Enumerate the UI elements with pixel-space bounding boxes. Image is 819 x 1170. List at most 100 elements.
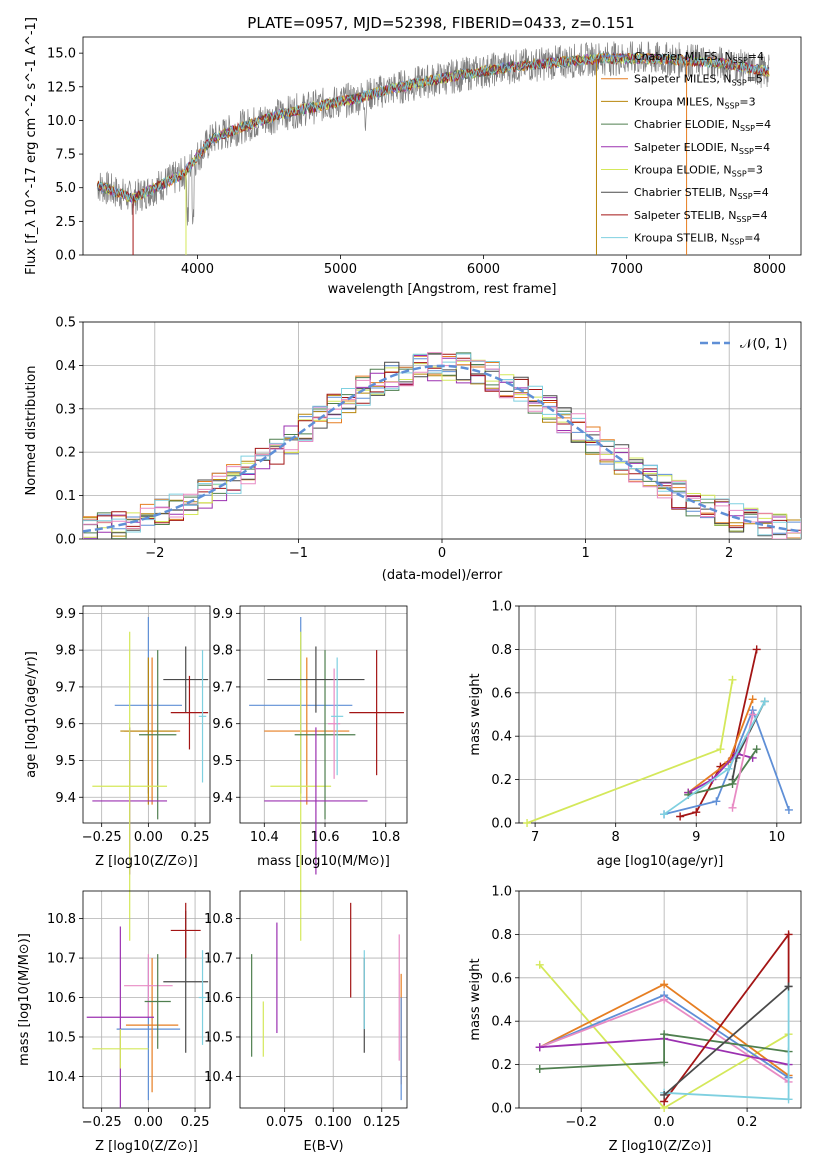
x-tick-label: 0.100 (315, 1115, 352, 1130)
series-marker-salpeter_elodie (535, 1043, 544, 1052)
y-axis-label: age [log10(age/yr)] (24, 651, 39, 778)
x-tick-label: −0.25 (82, 830, 122, 845)
series-marker-chabrier_stelib (784, 982, 793, 991)
y-tick-label: 9.6 (212, 717, 233, 732)
x-tick-label: 10.6 (311, 830, 340, 845)
mass_vs_Z-axes (79, 890, 211, 1112)
histogram-kroupa_stelib (83, 353, 801, 539)
y-tick-label: 0.4 (491, 730, 512, 745)
x-tick-label: 0.125 (363, 1115, 400, 1130)
y-tick-label: 2.5 (55, 215, 76, 230)
series-marker-chabrier_elodie (752, 745, 761, 754)
series-marker-salpeter_miles (660, 980, 669, 989)
y-tick-label: 0.2 (55, 446, 76, 461)
x-tick-label: −1 (289, 546, 308, 561)
legend-label-salpeter_stelib: Salpeter STELIB, NSSP=4 (634, 209, 768, 224)
series-marker-chabrier_miles (784, 805, 793, 814)
y-tick-label: 9.7 (212, 680, 233, 695)
y-tick-label: 9.5 (55, 754, 76, 769)
x-tick-label: −0.25 (82, 1115, 122, 1130)
x-tick-label: 6000 (467, 262, 500, 277)
y-tick-label: 9.9 (212, 607, 233, 622)
x-tick-label: 10.8 (371, 830, 400, 845)
y-tick-label: 10.6 (47, 991, 76, 1006)
x-tick-label: 10.4 (250, 830, 279, 845)
legend-label-chabrier_elodie: Chabrier ELODIE, NSSP=4 (634, 118, 771, 133)
y-tick-label: 0.6 (491, 686, 512, 701)
y-tick-label: 7.5 (55, 148, 76, 163)
y-tick-label: 10.5 (47, 1030, 76, 1045)
y-tick-label: 0.0 (491, 817, 512, 832)
x-tick-label: 0.2 (737, 1115, 758, 1130)
x-axis-label: Z [log10(Z/Z⊙)] (95, 1139, 198, 1154)
spectrum-axes (79, 36, 802, 259)
series-marker-kroupa_elodie (716, 745, 725, 754)
legend-label-salpeter_miles: Salpeter MILES, NSSP=5 (634, 73, 763, 88)
x-tick-label: 0 (438, 546, 446, 561)
series-marker-kroupa_elodie (523, 819, 532, 827)
y-tick-label: 0.0 (55, 249, 76, 264)
y-axis-label: mass weight (468, 673, 483, 755)
x-tick-label: 0.075 (266, 1115, 303, 1130)
y-tick-label: 0.5 (55, 316, 76, 331)
legend-label-chabrier_miles: Chabrier MILES, NSSP=4 (634, 50, 764, 65)
x-tick-label: 0.25 (181, 830, 210, 845)
axes-frame (518, 890, 802, 1109)
mass_vs_ebv-axes (236, 890, 408, 1112)
series-marker-salpeter_stelib (676, 812, 685, 821)
histograms (83, 352, 801, 539)
y-tick-label: 10.5 (204, 1030, 233, 1045)
y-axis-label: mass [log10(M/M⊙)] (17, 933, 32, 1066)
y-tick-label: 10.6 (204, 991, 233, 1006)
y-tick-label: 0.2 (491, 773, 512, 788)
y-tick-label: 9.6 (55, 717, 76, 732)
x-axis-label: (data-model)/error (382, 568, 503, 583)
normal-curve (83, 364, 801, 533)
y-tick-label: 15.0 (47, 47, 76, 62)
y-tick-label: 9.4 (212, 791, 233, 806)
x-tick-label: 0.00 (134, 830, 163, 845)
y-tick-label: 10.7 (204, 952, 233, 967)
y-tick-label: 0.6 (491, 971, 512, 986)
x-tick-label: 4000 (181, 262, 214, 277)
legend-label-kroupa_miles: Kroupa MILES, NSSP=3 (634, 95, 756, 110)
x-tick-label: 8 (612, 830, 620, 845)
x-tick-label: 9 (692, 830, 700, 845)
axes-frame (239, 605, 408, 824)
y-tick-label: 9.7 (55, 680, 76, 695)
age_vs_Z-axes (79, 605, 211, 941)
x-tick-label: 7 (531, 830, 539, 845)
y-tick-label: 0.4 (55, 359, 76, 374)
y-tick-label: 0.0 (491, 1102, 512, 1117)
x-axis-label: age [log10(age/yr)] (597, 854, 724, 869)
y-tick-label: 0.4 (491, 1015, 512, 1030)
legend-label-chabrier_stelib: Chabrier STELIB, NSSP=4 (634, 186, 769, 201)
y-tick-label: 10.0 (47, 114, 76, 129)
axes-frame (518, 605, 802, 824)
x-tick-label: 10 (769, 830, 786, 845)
y-tick-label: 9.5 (212, 754, 233, 769)
y-tick-label: 10.7 (47, 952, 76, 967)
chart-title: PLATE=0957, MJD=52398, FIBERID=0433, z=0… (247, 14, 634, 32)
y-tick-label: 9.8 (55, 644, 76, 659)
x-tick-label: −2 (145, 546, 164, 561)
series-marker-kroupa_stelib (724, 764, 733, 773)
x-tick-label: −0.2 (565, 1115, 597, 1130)
series-marker-salpeter_stelib (752, 645, 761, 654)
series-marker-kroupa_stelib (660, 810, 669, 819)
y-tick-label: 1.0 (491, 600, 512, 615)
x-tick-label: 2 (725, 546, 733, 561)
x-axis-label: Z [log10(Z/Z⊙)] (609, 1139, 712, 1154)
legend-label-normal: 𝒩(0, 1) (740, 337, 787, 352)
x-tick-label: 0.25 (181, 1115, 210, 1130)
y-tick-label: 0.1 (55, 489, 76, 504)
model-spectrum-kroupa_stelib (96, 52, 770, 202)
series-marker-pink (748, 710, 757, 719)
y-tick-label: 0.2 (491, 1058, 512, 1073)
spectrum-lines (96, 41, 770, 255)
x-axis-label: E(B-V) (303, 1139, 343, 1154)
y-tick-label: 12.5 (47, 80, 76, 95)
weight_vs_age-axes (515, 605, 802, 827)
x-axis-label: mass [log10(M/M⊙)] (257, 854, 390, 869)
